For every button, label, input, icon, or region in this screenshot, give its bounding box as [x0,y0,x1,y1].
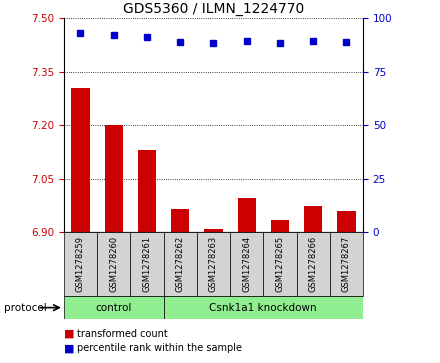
Bar [64,296,164,319]
Bar [271,220,289,232]
Bar [171,209,189,232]
Text: GSM1278266: GSM1278266 [308,236,318,292]
Text: ■: ■ [64,329,74,339]
Bar [230,232,263,296]
Bar [64,232,97,296]
Text: percentile rank within the sample: percentile rank within the sample [77,343,242,354]
Bar [263,232,297,296]
Bar [71,88,90,232]
Bar [330,232,363,296]
Bar [138,150,156,232]
Bar [130,232,164,296]
Bar [304,205,322,232]
Text: GSM1278263: GSM1278263 [209,236,218,292]
Text: GSM1278259: GSM1278259 [76,236,85,292]
Bar [105,125,123,232]
Bar [164,296,363,319]
Bar [297,232,330,296]
Text: GSM1278260: GSM1278260 [109,236,118,292]
Bar [197,232,230,296]
Text: GSM1278267: GSM1278267 [342,236,351,292]
Bar [238,199,256,232]
Bar [204,229,223,232]
Text: GSM1278264: GSM1278264 [242,236,251,292]
Text: Csnk1a1 knockdown: Csnk1a1 knockdown [209,303,317,313]
Bar [337,211,356,232]
Bar [97,232,130,296]
Text: protocol: protocol [4,303,47,313]
Text: GSM1278265: GSM1278265 [275,236,284,292]
Text: ■: ■ [64,343,74,354]
Title: GDS5360 / ILMN_1224770: GDS5360 / ILMN_1224770 [123,2,304,16]
Text: GSM1278261: GSM1278261 [143,236,151,292]
Text: transformed count: transformed count [77,329,168,339]
Text: GSM1278262: GSM1278262 [176,236,185,292]
Text: control: control [95,303,132,313]
Bar [164,232,197,296]
